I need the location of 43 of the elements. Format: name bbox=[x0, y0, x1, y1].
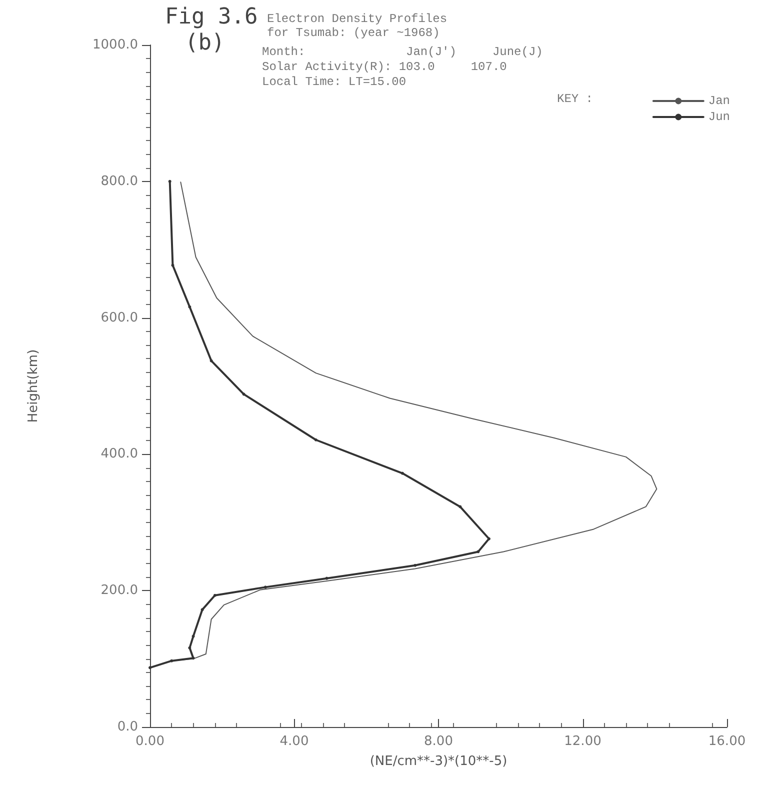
annotation: (b) bbox=[185, 30, 225, 56]
annotation: Local Time: LT=15.00 bbox=[262, 75, 406, 89]
x-tick-label: 16.00 bbox=[708, 734, 746, 749]
point bbox=[192, 656, 195, 660]
point bbox=[192, 634, 195, 638]
point bbox=[325, 576, 328, 580]
chart-title: Electron Density Profiles bbox=[267, 12, 448, 26]
point bbox=[148, 666, 152, 670]
point bbox=[400, 472, 404, 475]
point bbox=[188, 646, 192, 650]
y-tick-label: 400.0 bbox=[100, 446, 138, 462]
chart-subtitle: for Tsumab: (year ~1968) bbox=[267, 26, 440, 40]
y-tick-label: 1000.0 bbox=[92, 38, 138, 52]
point bbox=[476, 550, 480, 554]
point bbox=[170, 659, 174, 662]
y-tick-label: 0.0 bbox=[117, 720, 138, 734]
point bbox=[210, 359, 213, 362]
point bbox=[487, 537, 490, 540]
x-tick-label: 0.00 bbox=[136, 734, 164, 749]
annotation: Month: Jan(J') June(J) bbox=[262, 45, 543, 59]
y-axis-title: Height(km) bbox=[26, 349, 41, 423]
point bbox=[264, 586, 267, 589]
legend-label: Jan bbox=[708, 94, 730, 108]
annotation: Solar Activity(R): 103.0 107.0 bbox=[262, 60, 507, 74]
line-series bbox=[148, 180, 490, 670]
legend-label: Jun bbox=[708, 110, 730, 124]
point bbox=[188, 305, 192, 308]
point bbox=[314, 438, 318, 442]
x-axis-title: (NE/cm**-3)*(10**-5) bbox=[370, 754, 508, 769]
y-tick-label: 600.0 bbox=[100, 310, 138, 326]
y-tick-label: 800.0 bbox=[100, 174, 138, 189]
point bbox=[200, 608, 204, 612]
y-tick-label: 200.0 bbox=[100, 583, 138, 598]
legend-title: KEY : bbox=[557, 92, 594, 106]
point bbox=[168, 180, 172, 183]
point bbox=[414, 564, 417, 567]
x-tick-label: 4.00 bbox=[280, 734, 309, 749]
point bbox=[213, 594, 216, 597]
x-tick-label: 8.00 bbox=[424, 734, 453, 749]
caption: Fig 3.6 bbox=[165, 4, 258, 30]
point bbox=[458, 505, 462, 508]
x-tick-label: 12.00 bbox=[564, 734, 602, 749]
point bbox=[171, 264, 174, 267]
